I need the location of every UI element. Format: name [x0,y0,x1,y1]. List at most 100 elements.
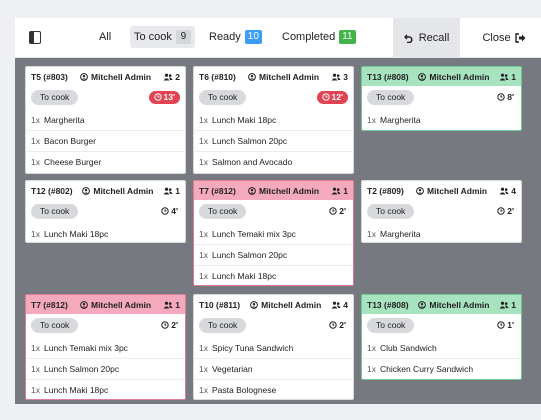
guest-count: 4 [499,186,516,196]
filter-ready[interactable]: Ready 10 [205,26,266,48]
order-card[interactable]: T12 (#802) Mitchell Admin 1 To cook 4' 1x Lunc… [25,180,186,243]
guest-count-value: 4 [343,299,348,310]
users-icon [331,73,341,81]
status-button[interactable]: To cook [367,203,415,219]
line-product: Vegetarian [211,364,253,374]
order-title: T5 (#803) [31,71,68,82]
filter-label: All [99,31,112,43]
filter-to-cook[interactable]: To cook 9 [130,26,195,48]
status-button[interactable]: To cook [31,89,79,105]
count-badge: 11 [339,30,356,44]
clock-icon [161,207,169,215]
order-card[interactable]: T5 (#803) Mitchell Admin 2 To cook 13' 1x Marg… [25,66,186,174]
order-lines: 1x Spicy Tuna Sandwich 1x Vegetarian 1x Pasta… [194,337,353,399]
top-bar: All To cook 9 Ready 10 Completed 11 Reca… [15,18,541,58]
order-card[interactable]: T2 (#809) Mitchell Admin 4 To cook 2' 1x Margh… [361,180,522,243]
timer-value: 8' [507,92,514,102]
order-line[interactable]: 1x Lunch Salmon 20pc [194,244,353,265]
filter-label: Ready [209,31,241,43]
guest-count: 1 [499,300,516,310]
order-line[interactable]: 1x Lunch Maki 18pc [26,223,185,242]
order-line[interactable]: 1x Lunch Salmon 20pc [194,130,353,151]
close-label: Close [482,32,511,44]
status-button[interactable]: To cook [31,203,79,219]
timer-value: 12' [331,92,343,102]
guest-count-value: 1 [511,71,516,82]
order-line[interactable]: 1x Margherita [362,109,521,130]
waiter: Mitchell Admin [418,72,490,82]
status-row: To cook 2' [26,315,185,335]
filter-completed[interactable]: Completed 11 [278,26,360,48]
order-card[interactable]: T6 (#810) Mitchell Admin 3 To cook 12' 1x Lunc… [193,66,354,174]
order-line[interactable]: 1x Pasta Bolognese [194,379,353,399]
order-line[interactable]: 1x Lunch Salmon 20pc [26,358,185,379]
sidebar-toggle-icon[interactable] [29,31,41,44]
status-row: To cook 8' [362,87,521,107]
clock-icon [329,321,337,329]
order-line[interactable]: 1x Lunch Temaki mix 3pc [26,337,185,358]
waiter-name: Mitchell Admin [426,185,488,196]
order-line[interactable]: 1x Margherita [26,109,185,130]
order-line[interactable]: 1x Lunch Temaki mix 3pc [194,223,353,244]
order-line[interactable]: 1x Lunch Maki 18pc [26,379,185,399]
order-card[interactable]: T13 (#808) Mitchell Admin 1 To cook 8' 1x Marg… [361,66,522,131]
order-lines: 1x Lunch Maki 18pc [26,223,185,242]
order-lines: 1x Margherita [362,223,521,242]
line-quantity: 1x [199,157,208,167]
filter-all[interactable]: All [95,26,115,48]
order-line[interactable]: 1x Margherita [362,223,521,242]
order-line[interactable]: 1x Vegetarian [194,358,353,379]
line-quantity: 1x [31,364,40,374]
guest-count-value: 3 [343,71,348,82]
guest-count: 2 [163,72,180,82]
close-button[interactable]: Close [467,18,541,58]
line-product: Lunch Salmon 20pc [43,364,120,374]
status-row: To cook 4' [26,201,185,221]
timer-value: 4' [171,206,178,216]
line-quantity: 1x [31,157,40,167]
users-icon [163,187,173,195]
order-line[interactable]: 1x Club Sandwich [362,337,521,358]
order-line[interactable]: 1x Bacon Burger [26,130,185,151]
status-row: To cook 13' [26,87,185,107]
order-line[interactable]: 1x Lunch Maki 18pc [194,265,353,285]
order-line[interactable]: 1x Salmon and Avocado [194,151,353,172]
user-icon [82,186,91,195]
line-product: Lunch Maki 18pc [211,114,277,125]
clock-icon [497,207,505,215]
line-product: Margherita [379,114,421,125]
order-line[interactable]: 1x Spicy Tuna Sandwich [194,337,353,358]
waiter-name: Mitchell Admin [93,185,154,196]
order-line[interactable]: 1x Lunch Maki 18pc [194,109,353,130]
recall-button[interactable]: Recall [393,18,460,58]
order-line[interactable]: 1x Cheese Burger [26,151,185,172]
order-timer: 12' [316,90,348,104]
order-card[interactable]: T10 (#811) Mitchell Admin 4 To cook 2' 1x Spic… [193,294,354,400]
line-quantity: 1x [199,385,208,395]
guest-count-value: 2 [175,71,180,82]
status-button[interactable]: To cook [199,317,247,333]
waiter-name: Mitchell Admin [258,185,320,196]
order-timer: 8' [497,92,516,102]
order-title: T2 (#809) [367,185,404,196]
order-card[interactable]: T7 (#812) Mitchell Admin 1 To cook 2' 1x Lunch… [25,294,186,400]
status-button[interactable]: To cook [199,89,247,105]
users-icon [163,301,173,309]
status-button[interactable]: To cook [367,89,415,105]
waiter: Mitchell Admin [80,300,151,310]
line-quantity: 1x [367,228,376,239]
line-quantity: 1x [199,250,208,260]
user-icon [248,186,256,195]
guest-count: 1 [163,300,180,310]
user-icon [418,72,427,81]
status-button[interactable]: To cook [31,317,79,333]
user-icon [248,72,256,81]
line-product: Lunch Maki 18pc [43,228,109,239]
order-card[interactable]: T13 (#808) Mitchell Admin 1 To cook 1' 1x Club… [361,294,522,380]
order-card[interactable]: T7 (#812) Mitchell Admin 1 To cook 2' 1x Lunch… [193,180,354,286]
status-button[interactable]: To cook [199,203,247,219]
order-line[interactable]: 1x Chicken Curry Sandwich [362,358,521,379]
status-button[interactable]: To cook [367,317,415,333]
status-row: To cook 2' [362,201,521,221]
waiter: Mitchell Admin [250,300,321,310]
